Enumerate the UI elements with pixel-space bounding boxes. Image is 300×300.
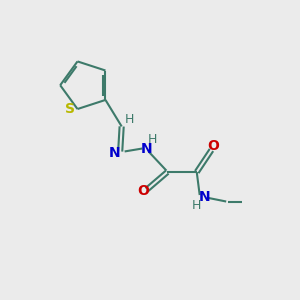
Text: S: S <box>65 102 75 116</box>
Text: H: H <box>147 133 157 146</box>
Text: N: N <box>141 142 152 155</box>
Text: H: H <box>124 112 134 126</box>
Text: N: N <box>109 146 120 160</box>
Text: O: O <box>137 184 149 198</box>
Text: O: O <box>207 140 219 154</box>
Text: N: N <box>199 190 211 204</box>
Text: H: H <box>191 200 201 212</box>
